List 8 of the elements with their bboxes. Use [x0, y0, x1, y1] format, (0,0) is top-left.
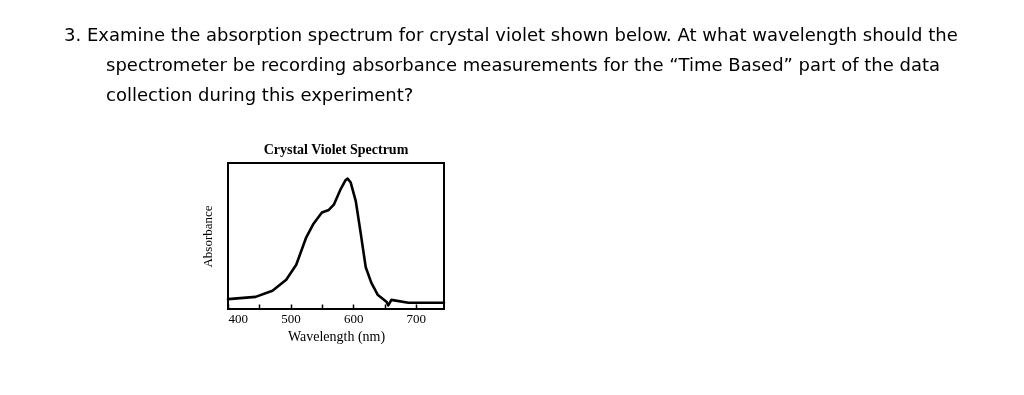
x-tick-label: 500 [281, 310, 301, 326]
chart-title: Crystal Violet Spectrum [263, 142, 409, 157]
x-tick-label: 400 [228, 310, 248, 326]
x-tick-label: 700 [406, 310, 427, 326]
y-axis-title: Absorbance [199, 205, 215, 268]
x-axis-title: Wavelength (nm) [287, 328, 386, 345]
x-tick-label: 600 [343, 310, 364, 326]
text: 3. Examine the absorption spectrum for crystal violet shown below. At what wavelength should the spectrometer be recording absorbance measurements for the “Time Based” part of the data collection during this experiment? [64, 23, 959, 107]
